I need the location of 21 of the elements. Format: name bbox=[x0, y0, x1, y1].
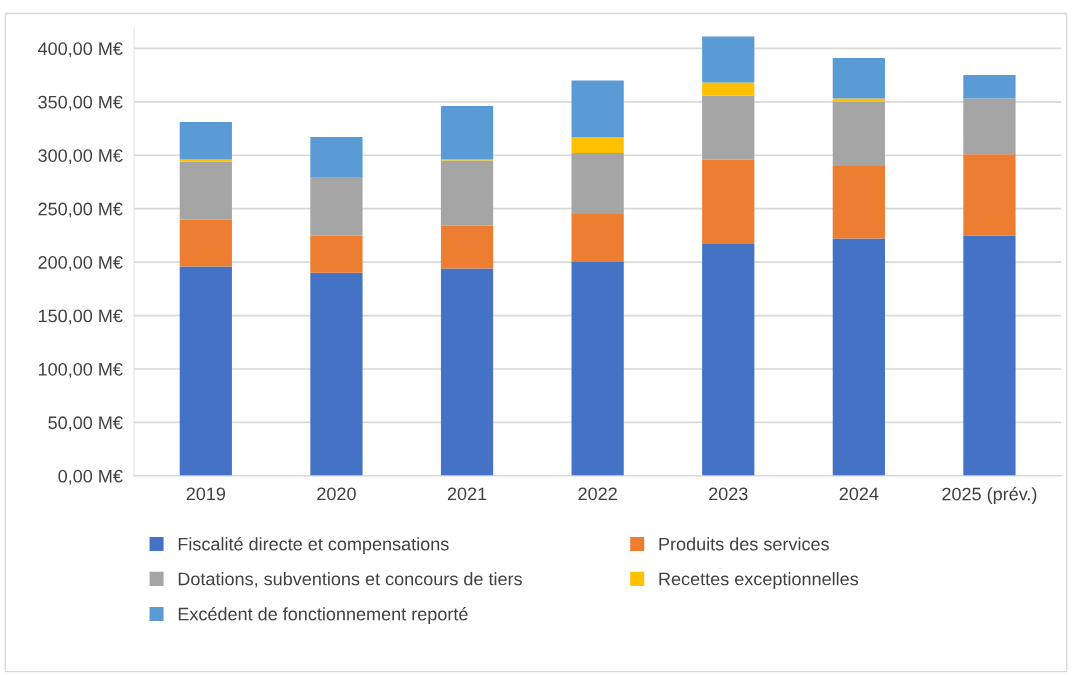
x-tick-label: 2020 bbox=[317, 487, 356, 501]
y-tick-label: 300,00 M€ bbox=[38, 149, 123, 165]
y-tick-label: 350,00 M€ bbox=[38, 95, 123, 111]
y-tick-label: 250,00 M€ bbox=[38, 202, 123, 218]
y-tick-label: 400,00 M€ bbox=[37, 42, 123, 58]
legend-label: Fiscalité directe et compensations bbox=[178, 537, 449, 555]
y-tick-label: 0,00 M€ bbox=[58, 469, 123, 485]
x-tick-label: 2022 bbox=[578, 487, 617, 501]
x-tick-label: 2025 (prév.) bbox=[942, 486, 1037, 505]
legend-label: Excédent de fonctionnement reporté bbox=[178, 607, 468, 625]
x-tick-label: 2021 bbox=[447, 487, 487, 501]
y-tick-label: 200,00 M€ bbox=[38, 256, 123, 271]
legend-label: Recettes exceptionnelles bbox=[659, 572, 859, 589]
legend-label: Produits des services bbox=[659, 537, 829, 551]
y-tick-label: 50,00 M€ bbox=[48, 416, 123, 432]
x-tick-label: 2019 bbox=[186, 487, 226, 501]
x-tick-label: 2024 bbox=[839, 487, 879, 501]
x-tick-label: 2023 bbox=[709, 487, 748, 501]
y-tick-label: 100,00 M€ bbox=[38, 362, 123, 378]
y-tick-label: 150,00 M€ bbox=[38, 309, 123, 325]
legend-label: Dotations, subventions et concours de tiers bbox=[178, 572, 522, 588]
